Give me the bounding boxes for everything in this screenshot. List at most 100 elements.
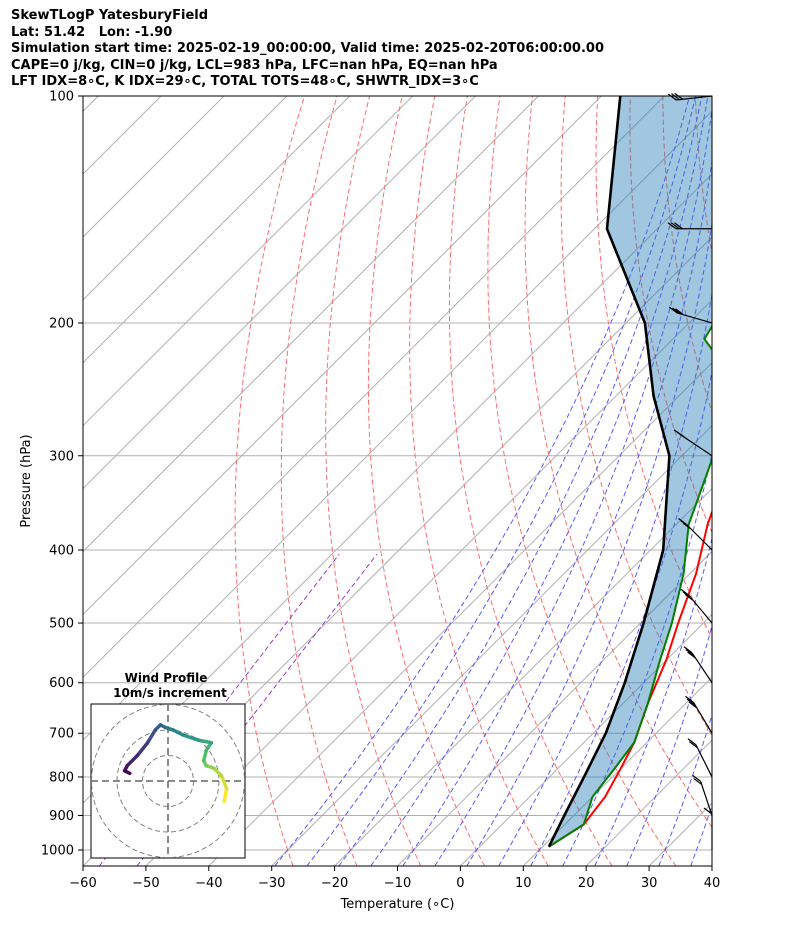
moist-adiabat bbox=[306, 96, 697, 866]
hodograph-ring bbox=[91, 704, 245, 858]
chart-title: SkewTLogP YatesburyField bbox=[11, 8, 209, 23]
cape-shade bbox=[548, 96, 712, 847]
wind-barb bbox=[680, 588, 713, 624]
wind-barb bbox=[667, 222, 712, 230]
y-axis-label: Pressure (hPa) bbox=[19, 434, 34, 527]
y-tick-label: 900 bbox=[49, 809, 74, 824]
y-tick-label: 100 bbox=[49, 90, 74, 105]
isotherm-line bbox=[397, 550, 712, 866]
x-tick-label: 30 bbox=[641, 876, 658, 891]
wind-barb bbox=[667, 92, 713, 101]
hodograph-segment bbox=[145, 728, 157, 745]
y-tick-label: 400 bbox=[49, 543, 74, 558]
dry-adiabat bbox=[595, 96, 712, 640]
wind-barb bbox=[685, 695, 713, 734]
wind-barb bbox=[678, 518, 713, 551]
location-line: Lat: 51.42 Lon: -1.90 bbox=[11, 24, 173, 40]
wind-barb bbox=[683, 646, 713, 684]
isotherm-line bbox=[522, 676, 712, 866]
dry-adiabat bbox=[234, 96, 305, 866]
isotherm-line bbox=[208, 362, 712, 866]
isotherm-line bbox=[83, 96, 162, 175]
isotherm-line bbox=[83, 96, 477, 490]
index-line: LFT IDX=8∘C, K IDX=29∘C, TOTAL TOTS=48∘C… bbox=[11, 74, 479, 89]
dry-adiabat bbox=[757, 25, 794, 866]
dewpoint-line bbox=[548, 324, 712, 848]
isotherm-line bbox=[83, 96, 288, 301]
moist-adiabat bbox=[594, 536, 712, 866]
x-axis-label: Temperature (∘C) bbox=[340, 897, 455, 912]
barb-flag bbox=[679, 432, 688, 440]
dry-adiabat bbox=[487, 96, 677, 866]
hodograph-segment bbox=[125, 753, 140, 768]
y-tick-label: 500 bbox=[49, 617, 74, 632]
dry-adiabat bbox=[367, 96, 485, 866]
chart-header: SkewTLogP YatesburyField Lat: 51.42 Lon:… bbox=[11, 8, 604, 91]
isotherm-line bbox=[83, 96, 414, 427]
hodograph-segment bbox=[122, 769, 132, 776]
isotherm-line bbox=[775, 23, 794, 866]
x-tick-label: −60 bbox=[69, 876, 96, 891]
barb-staff bbox=[695, 744, 713, 778]
dry-adiabat bbox=[325, 96, 422, 866]
y-tick-label: 300 bbox=[49, 449, 74, 464]
barb-flag bbox=[683, 646, 693, 654]
barb-flag bbox=[686, 698, 696, 706]
instability-line: CAPE=0 j/kg, CIN=0 j/kg, LCL=983 hPa, LF… bbox=[11, 57, 498, 73]
barb-flag bbox=[682, 522, 692, 530]
barb-flag bbox=[671, 93, 680, 101]
hodograph-segment bbox=[196, 738, 214, 745]
barb-flag bbox=[669, 306, 678, 314]
hodograph-plot bbox=[91, 704, 245, 858]
moist-adiabat bbox=[434, 158, 712, 866]
moist-adiabat bbox=[466, 220, 712, 866]
hodograph-inset: Wind Profile 10m/s increment bbox=[90, 671, 246, 859]
temperature-line bbox=[548, 509, 712, 848]
hodograph-subtitle: 10m/s increment bbox=[113, 686, 227, 700]
data-layer bbox=[547, 96, 712, 848]
y-tick-label: 800 bbox=[49, 770, 74, 785]
barb-flag bbox=[687, 738, 697, 746]
barb-flag bbox=[680, 588, 690, 596]
barb-flag bbox=[684, 593, 694, 601]
axis-ticks: −60 −50 −40 −30 −20 −10 0 10 20 30 40 1000 900 800 700… bbox=[41, 90, 720, 892]
wind-barbs bbox=[667, 92, 713, 851]
wind-barb bbox=[692, 774, 713, 816]
dry-adiabat bbox=[560, 96, 712, 737]
moist-adiabat bbox=[274, 96, 691, 866]
hodograph-segment bbox=[212, 766, 224, 778]
wind-barb bbox=[703, 807, 713, 851]
barb-flag bbox=[693, 777, 703, 785]
hodograph-segment bbox=[135, 741, 150, 758]
wind-barb bbox=[673, 429, 713, 457]
grid-layer bbox=[83, 23, 794, 866]
moist-adiabat bbox=[723, 25, 794, 866]
barb-flag bbox=[670, 222, 680, 230]
isotherm-line bbox=[83, 96, 603, 616]
barb-flag bbox=[687, 651, 696, 659]
dry-adiabat bbox=[787, 25, 794, 866]
y-tick-label: 200 bbox=[49, 316, 74, 331]
hodograph-segment bbox=[181, 733, 201, 742]
time-line: Simulation start time: 2025-02-19_00:00:… bbox=[11, 41, 604, 56]
isotherm-line bbox=[711, 865, 712, 866]
barb-flag bbox=[685, 649, 695, 656]
moist-adiabat bbox=[562, 451, 712, 866]
hodograph-segment bbox=[171, 728, 186, 737]
isotherm-line bbox=[334, 487, 712, 866]
y-tick-label: 600 bbox=[49, 676, 74, 691]
x-tick-label: 40 bbox=[704, 876, 721, 891]
x-tick-label: −30 bbox=[258, 876, 285, 891]
isotherm-line bbox=[83, 96, 666, 679]
moist-adiabat bbox=[498, 291, 712, 866]
hodograph-segment bbox=[201, 748, 208, 763]
isotherm-line bbox=[271, 424, 712, 866]
moist-adiabat bbox=[402, 106, 712, 866]
isotherm-line bbox=[83, 96, 225, 238]
moist-adiabat bbox=[338, 96, 703, 866]
barb-flag bbox=[682, 591, 692, 599]
x-tick-label: −20 bbox=[321, 876, 348, 891]
barb-staff bbox=[700, 781, 713, 816]
wind-barb bbox=[687, 738, 713, 778]
